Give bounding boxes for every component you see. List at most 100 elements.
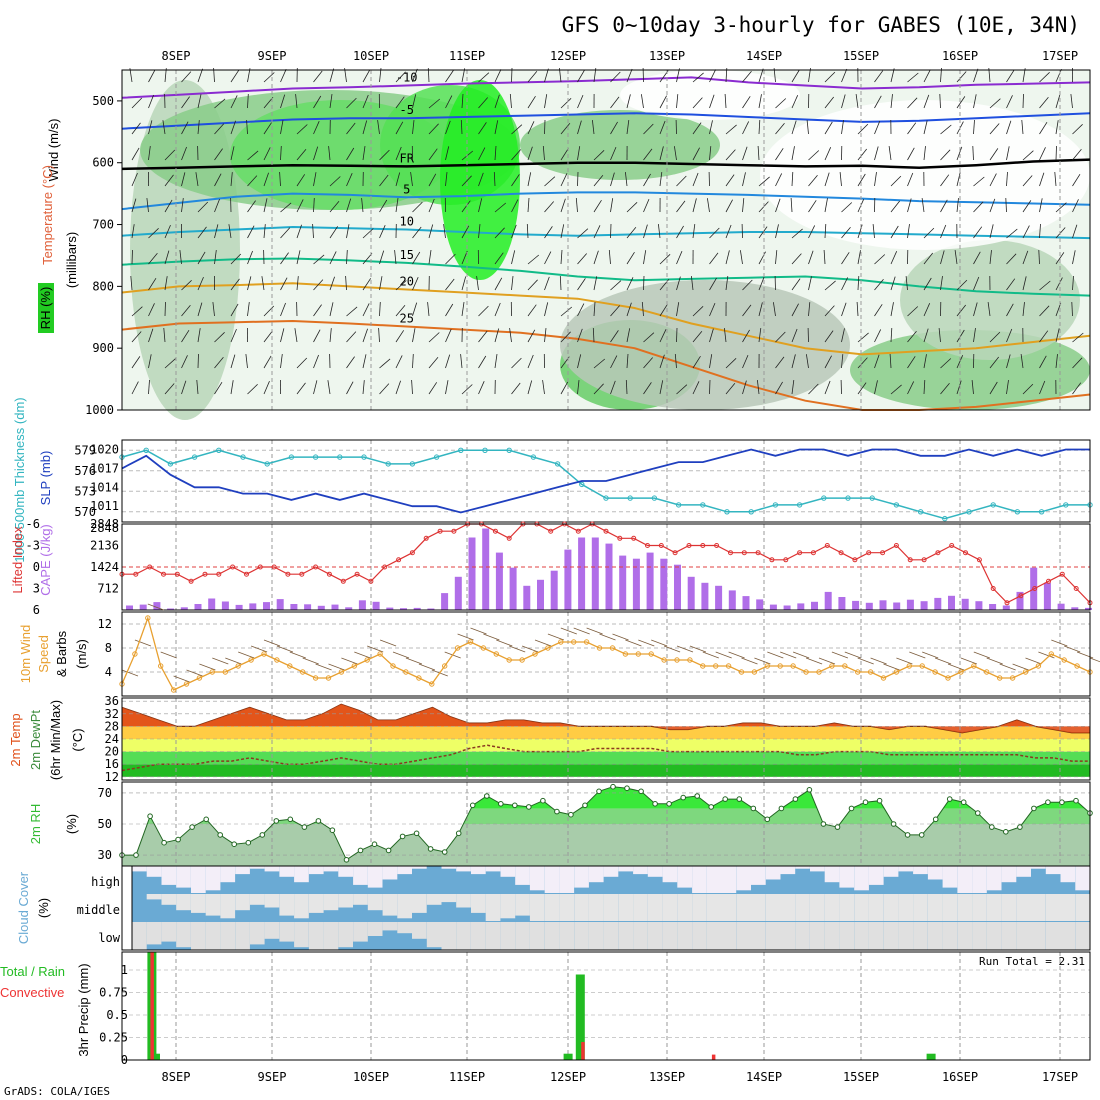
cape-bar — [852, 600, 860, 610]
wind-barb — [742, 121, 750, 135]
cape-bar — [783, 605, 791, 610]
wind-barb — [247, 93, 249, 109]
wind-tick-8: 8 — [105, 641, 112, 655]
li-point — [783, 557, 789, 563]
wind-barb — [808, 302, 811, 317]
wind-point — [532, 651, 538, 657]
wind-barb — [824, 223, 827, 239]
cloud-clear-middle — [677, 894, 692, 921]
wind-barb — [676, 250, 683, 265]
cape-bar — [523, 585, 531, 610]
thickness-point — [312, 454, 319, 460]
wind-barb — [740, 250, 743, 265]
li-point — [548, 528, 554, 534]
cloud-clear-high — [323, 866, 339, 872]
wind-barb — [956, 279, 968, 291]
wind-barb — [808, 225, 816, 239]
thickness-point — [288, 454, 295, 460]
wind-barb — [989, 356, 1000, 369]
cloud-clear-low — [456, 922, 471, 950]
cloud-clear-middle — [942, 894, 958, 921]
wind-point — [1022, 669, 1029, 675]
cape-tick-1424: 1424 — [90, 560, 119, 574]
wind-barb — [212, 302, 215, 317]
cloud-clear-high — [588, 866, 604, 883]
li-point — [299, 571, 305, 577]
wind-point — [932, 669, 938, 675]
wind-barb — [395, 121, 404, 135]
wind-barb — [659, 120, 666, 135]
precip-convective-bar — [581, 1042, 585, 1060]
wind-barb — [888, 146, 892, 161]
thickness-point — [458, 447, 464, 453]
wind-barb — [676, 225, 684, 239]
wind-barb — [412, 251, 421, 265]
wind-barb — [346, 356, 355, 369]
wind-barb — [527, 172, 532, 187]
wind-barb — [214, 224, 219, 239]
wind-barb — [181, 329, 190, 343]
wind-barb — [808, 150, 820, 161]
rh-point — [820, 821, 827, 827]
wind-barb — [362, 228, 374, 239]
cloud-clear-middle — [721, 894, 737, 921]
wind-barb — [1055, 252, 1065, 265]
wind-barb — [457, 633, 474, 641]
wind-barb — [296, 224, 302, 239]
wind-point — [300, 669, 306, 675]
wind-barb — [280, 202, 292, 213]
wind-barb — [923, 277, 932, 291]
cloud-clear-middle — [986, 894, 1002, 921]
wind-barb — [573, 627, 590, 635]
temp-band-0 — [122, 764, 1090, 777]
cloud-clear-low — [471, 922, 486, 950]
wind-barb — [196, 379, 199, 395]
wind-barb — [643, 275, 645, 291]
wind-barb — [246, 119, 248, 135]
wind-barb — [511, 276, 514, 291]
bottom-date-13SEP: 13SEP — [649, 1070, 685, 1084]
cape-bar — [454, 576, 462, 610]
wind-barb — [1055, 277, 1063, 291]
top-date-10SEP: 10SEP — [353, 49, 389, 63]
cloud-layer-low: low — [98, 931, 120, 945]
wind-barb — [534, 639, 552, 647]
wind-barb — [478, 381, 485, 395]
chart-title: GFS 0~10day 3-hourly for GABES (10E, 34N… — [562, 13, 1080, 37]
wind-barb — [296, 174, 306, 187]
wind-barb — [758, 302, 763, 317]
wind-barb — [874, 172, 877, 187]
wind-barb — [824, 330, 834, 343]
cape-bar — [1002, 605, 1010, 610]
cloud-clear-high — [927, 866, 943, 880]
cloud-layer-high: high — [91, 875, 120, 889]
cloud-clear-low — [544, 922, 560, 950]
thickness-point — [796, 502, 803, 508]
wind-point — [1061, 657, 1067, 663]
wind-barb — [725, 149, 736, 161]
wind-barb — [560, 122, 571, 135]
li-point — [797, 550, 803, 556]
cloud-clear-low — [279, 922, 295, 942]
wind-barb — [641, 301, 644, 317]
li-point — [935, 550, 941, 556]
rh-point — [484, 793, 490, 799]
wind-barb — [692, 306, 704, 317]
wind-barb — [560, 381, 569, 395]
wind-barb — [923, 252, 934, 265]
wind-barb — [148, 303, 155, 317]
cloud-clear-low — [662, 922, 678, 950]
wind-barb — [164, 383, 175, 395]
wind-point — [842, 663, 848, 669]
wind-barb — [577, 69, 585, 83]
cloud-clear-middle — [662, 894, 678, 921]
wind-barb — [725, 358, 737, 369]
wind-barb — [923, 146, 926, 161]
cape-bar — [893, 602, 901, 610]
cloud-clear-middle — [824, 894, 840, 921]
cloud-clear-low — [441, 922, 457, 950]
li-point — [147, 564, 153, 570]
top-date-16SEP: 16SEP — [942, 49, 978, 63]
wind-barb — [445, 303, 454, 317]
